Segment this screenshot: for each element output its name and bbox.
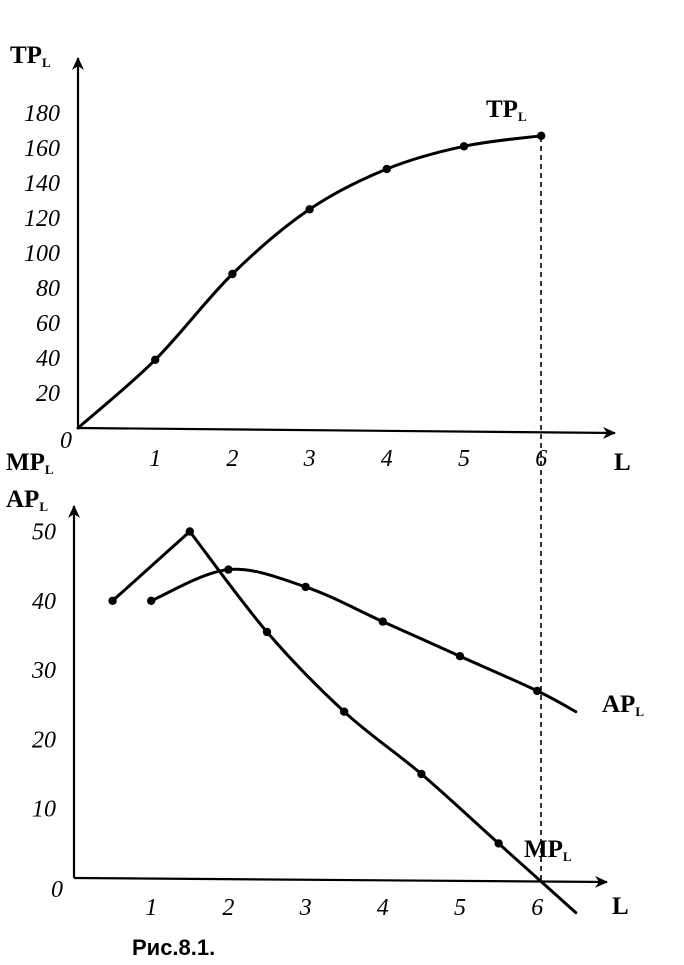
tp-x-axis-label: L	[614, 449, 631, 476]
tp-x-tick-label: 1	[149, 446, 161, 472]
mp-point	[340, 707, 349, 716]
tp-y-tick-label: 140	[24, 171, 60, 197]
mp-series-label: MPL	[524, 836, 572, 864]
mpap-x-tick-label: 3	[299, 895, 312, 921]
mp-point	[494, 839, 503, 848]
mpap-y-tick-label: 20	[32, 727, 56, 753]
mp-points	[108, 527, 503, 848]
tp-point	[228, 269, 237, 279]
tp-y-tick-label: 40	[36, 346, 60, 372]
ap-series-label: APL	[602, 691, 644, 719]
tp-point	[459, 142, 469, 151]
tp-origin-label: 0	[60, 428, 72, 454]
tp-y-tick-label: 60	[36, 311, 60, 337]
mpap-y-tick-label: 30	[31, 658, 56, 684]
mp-ap-chart: MPL APL L 0 10 20 30 40 50 1 2 3 4 5 6 APL MPL	[6, 449, 644, 921]
tp-x-tick-label: 4	[381, 446, 393, 472]
tp-y-tick-label: 100	[24, 241, 60, 267]
mpap-x-tick-label: 4	[377, 895, 389, 921]
tp-y-tick-label: 160	[24, 136, 60, 162]
ap-point	[224, 565, 233, 574]
ap-point	[378, 617, 387, 626]
mpap-x-tick-label: 6	[531, 895, 543, 921]
ap-point	[455, 652, 465, 661]
mpap-y-tick-label: 10	[32, 797, 56, 823]
tp-y-tick-label: 120	[24, 206, 60, 232]
mpap-x-ticks: 1 2 3 4 5 6	[145, 895, 543, 921]
tp-point	[382, 164, 391, 174]
tp-x-tick-label: 2	[226, 446, 238, 472]
tp-y-tick-label: 80	[36, 276, 60, 302]
ap-curve	[149, 567, 578, 714]
mp-y-axis-label: MPL	[6, 449, 54, 477]
mpap-y-tick-label: 40	[32, 589, 56, 615]
tp-y-tick-label: 20	[36, 381, 60, 407]
mp-curve	[111, 530, 578, 915]
tp-x-tick-label: 6	[535, 446, 547, 472]
mpap-x-axis	[73, 875, 608, 888]
tp-point	[151, 355, 160, 364]
tp-y-axis-label: TPL	[10, 42, 51, 70]
mp-point	[185, 527, 194, 536]
tp-x-ticks: 1 2 3 4 5 6	[149, 446, 547, 472]
mp-point	[262, 627, 272, 637]
tp-point	[537, 131, 546, 140]
tp-x-tick-label: 5	[458, 446, 470, 472]
mpap-y-ticks: 10 20 30 40 50	[31, 520, 56, 823]
mpap-x-tick-label: 2	[222, 895, 234, 921]
mp-point	[417, 769, 426, 779]
ap-y-axis-label: APL	[6, 486, 48, 514]
mp-point	[108, 596, 117, 605]
ap-point	[533, 686, 542, 696]
tp-y-tick-label: 180	[24, 101, 60, 127]
tp-series-label: TPL	[486, 96, 527, 124]
figure-caption: Рис.8.1.	[132, 935, 215, 960]
mpap-x-tick-label: 1	[145, 895, 157, 921]
mpap-y-tick-label: 50	[32, 520, 56, 546]
tp-curve	[76, 134, 543, 430]
tp-y-ticks: 20 40 60 80 100 120 140 160 180	[24, 101, 60, 407]
tp-x-tick-label: 3	[303, 446, 316, 472]
mpap-x-axis-label: L	[612, 893, 629, 920]
tp-point	[305, 205, 314, 214]
tp-chart: TPL L 0 20 40 60 80 100 120 140 160 180 1 2 3 4 5 6 T…	[10, 42, 631, 476]
tp-x-axis	[77, 426, 616, 439]
mpap-x-tick-label: 5	[454, 895, 466, 921]
ap-points	[147, 565, 542, 696]
tp-points	[151, 131, 546, 364]
mpap-origin-label: 0	[51, 877, 63, 903]
ap-point	[301, 582, 310, 592]
ap-point	[147, 596, 156, 605]
